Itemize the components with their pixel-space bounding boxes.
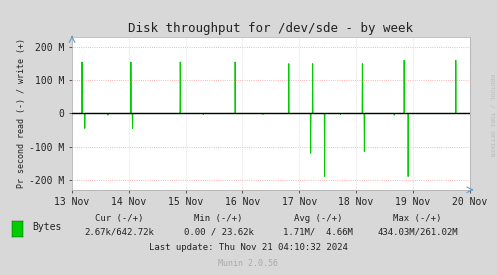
Text: Cur (-/+): Cur (-/+) (95, 214, 144, 223)
Title: Disk throughput for /dev/sde - by week: Disk throughput for /dev/sde - by week (128, 21, 414, 35)
Text: Munin 2.0.56: Munin 2.0.56 (219, 260, 278, 268)
Text: Avg (-/+): Avg (-/+) (294, 214, 342, 223)
Text: Max (-/+): Max (-/+) (393, 214, 442, 223)
Text: RRDTOOL / TOBI OETIKER: RRDTOOL / TOBI OETIKER (490, 74, 495, 157)
Text: Bytes: Bytes (32, 222, 62, 232)
Text: Min (-/+): Min (-/+) (194, 214, 243, 223)
Y-axis label: Pr second read (-) / write (+): Pr second read (-) / write (+) (17, 39, 26, 188)
Text: 0.00 / 23.62k: 0.00 / 23.62k (184, 228, 253, 237)
Text: Last update: Thu Nov 21 04:10:32 2024: Last update: Thu Nov 21 04:10:32 2024 (149, 243, 348, 252)
Text: 434.03M/261.02M: 434.03M/261.02M (377, 228, 458, 237)
Text: 2.67k/642.72k: 2.67k/642.72k (84, 228, 154, 237)
Text: 1.71M/  4.66M: 1.71M/ 4.66M (283, 228, 353, 237)
